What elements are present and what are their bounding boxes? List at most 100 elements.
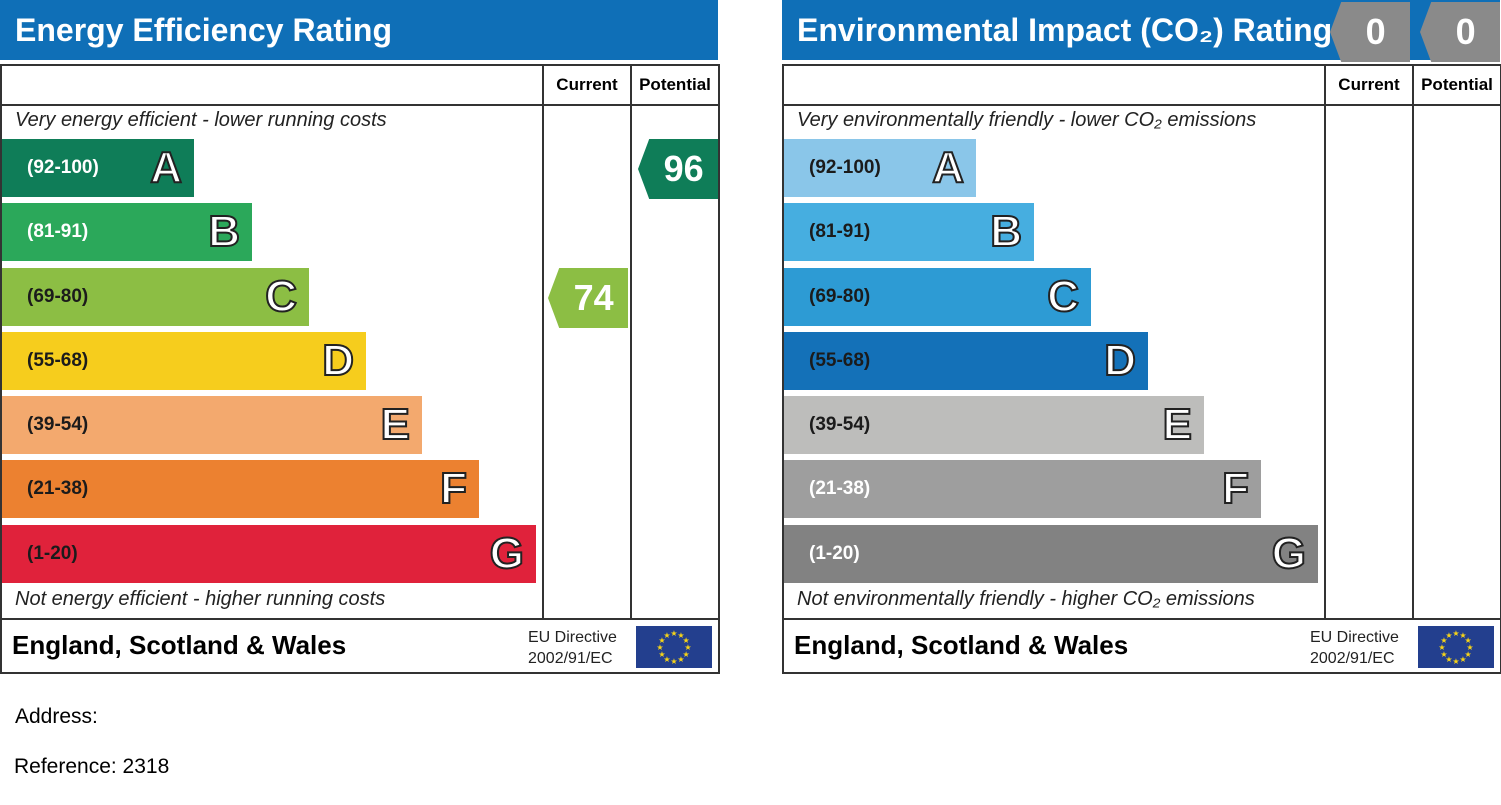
band-range: (39-54): [809, 414, 871, 435]
rating-band-d: (55-68) D: [2, 332, 366, 390]
band-range: (92-100): [809, 157, 881, 178]
band-range: (21-38): [27, 478, 89, 499]
rating-band-f: (21-38) F: [2, 460, 479, 518]
current-rating-arrow: 74: [548, 268, 628, 328]
column-divider: [630, 66, 632, 618]
eu-directive-label: EU Directive: [1310, 629, 1399, 646]
band-letter: A: [149, 142, 183, 193]
bottom-note: Not environmentally friendly - higher CO…: [797, 588, 1255, 610]
band-range: (21-38): [809, 478, 871, 499]
band-range: (55-68): [27, 350, 89, 371]
column-divider: [1412, 66, 1414, 618]
rating-band-b: (81-91) B: [784, 203, 1034, 261]
band-range: (39-54): [27, 414, 89, 435]
svg-text:★: ★: [670, 629, 677, 638]
band-range: (81-91): [27, 221, 89, 242]
band-letter: E: [380, 399, 411, 450]
rating-band-g: (1-20) G: [2, 525, 536, 583]
band-letter: G: [1271, 528, 1307, 579]
rating-band-g: (1-20) G: [784, 525, 1318, 583]
band-range: (1-20): [27, 543, 78, 564]
top-note: Very environmentally friendly - lower CO…: [797, 109, 1257, 131]
band-range: (55-68): [809, 350, 871, 371]
rating-band-e: (39-54) E: [784, 396, 1204, 454]
band-range: (92-100): [27, 157, 99, 178]
band-range: (1-20): [809, 543, 860, 564]
current-rating-arrow: 0: [1330, 2, 1410, 62]
band-range: (81-91): [809, 221, 871, 242]
eu-directive-number: 2002/91/EC: [528, 650, 613, 667]
eu-flag-icon: ★ ★ ★ ★ ★ ★ ★ ★ ★ ★ ★ ★: [636, 626, 712, 668]
svg-text:★: ★: [658, 636, 665, 645]
svg-text:★: ★: [1445, 631, 1452, 640]
svg-text:★: ★: [1466, 643, 1473, 652]
svg-text:★: ★: [663, 631, 670, 640]
svg-text:★: ★: [1465, 636, 1472, 645]
svg-text:★: ★: [1438, 643, 1445, 652]
eu-directive-number: 2002/91/EC: [1310, 650, 1395, 667]
chart-title: Energy Efficiency Rating: [0, 0, 718, 60]
bottom-note: Not energy efficient - higher running co…: [15, 588, 386, 610]
current-rating-arrow-value: 0: [1365, 11, 1386, 52]
svg-text:★: ★: [677, 655, 684, 664]
svg-text:★: ★: [1445, 655, 1452, 664]
top-note: Very energy efficient - lower running co…: [15, 109, 387, 131]
rating-band-c: (69-80) C: [2, 268, 309, 326]
rating-band-b: (81-91) B: [2, 203, 252, 261]
address-label: Address:: [15, 705, 98, 728]
chart-frame: Current Potential Very energy efficient - …: [0, 64, 720, 674]
potential-rating-arrow-value: 0: [1455, 11, 1476, 52]
band-letter: A: [931, 142, 965, 193]
reference-label: Reference: 2318: [14, 755, 170, 778]
eu-flag-icon: ★ ★ ★ ★ ★ ★ ★ ★ ★ ★ ★ ★: [1418, 626, 1494, 668]
band-letter: F: [1221, 463, 1250, 514]
svg-text:★: ★: [1452, 657, 1459, 666]
footer-region-label: England, Scotland & Wales: [12, 630, 347, 660]
band-range: (69-80): [809, 286, 871, 307]
svg-text:★: ★: [670, 657, 677, 666]
column-header-current: Current: [1338, 75, 1400, 94]
svg-text:★: ★: [1452, 629, 1459, 638]
band-letter: E: [1162, 399, 1193, 450]
band-range: (69-80): [27, 286, 89, 307]
potential-rating-arrow: 0: [1420, 2, 1500, 62]
band-letter: B: [207, 206, 241, 257]
rating-band-a: (92-100) A: [784, 139, 976, 197]
svg-text:★: ★: [684, 643, 691, 652]
column-header-potential: Potential: [639, 75, 711, 94]
footer-region-label: England, Scotland & Wales: [794, 630, 1129, 660]
svg-text:★: ★: [658, 650, 665, 659]
band-letter: B: [989, 206, 1023, 257]
band-letter: D: [321, 335, 355, 386]
band-letter: D: [1103, 335, 1137, 386]
potential-rating-arrow-value: 96: [663, 148, 704, 189]
column-header-potential: Potential: [1421, 75, 1493, 94]
column-header-current: Current: [556, 75, 618, 94]
chart-frame: Current Potential Very environmentally fri…: [782, 2, 1501, 674]
eu-directive-label: EU Directive: [528, 629, 617, 646]
potential-rating-arrow: 96: [638, 139, 718, 199]
rating-band-f: (21-38) F: [784, 460, 1261, 518]
svg-text:★: ★: [683, 650, 690, 659]
rating-band-d: (55-68) D: [784, 332, 1148, 390]
band-letter: C: [264, 271, 298, 322]
band-letter: F: [439, 463, 468, 514]
svg-text:★: ★: [1465, 650, 1472, 659]
column-divider: [1324, 66, 1326, 618]
svg-text:★: ★: [1440, 636, 1447, 645]
svg-text:★: ★: [656, 643, 663, 652]
rating-band-a: (92-100) A: [2, 139, 194, 197]
svg-text:★: ★: [1440, 650, 1447, 659]
svg-text:★: ★: [683, 636, 690, 645]
svg-text:★: ★: [663, 655, 670, 664]
footer-divider: [2, 618, 718, 620]
svg-text:★: ★: [1459, 655, 1466, 664]
current-rating-arrow-value: 74: [573, 277, 614, 318]
column-divider: [542, 66, 544, 618]
band-letter: C: [1046, 271, 1080, 322]
rating-band-c: (69-80) C: [784, 268, 1091, 326]
svg-text:★: ★: [677, 631, 684, 640]
band-letter: G: [489, 528, 525, 579]
header-divider: [2, 104, 718, 106]
svg-text:★: ★: [1459, 631, 1466, 640]
